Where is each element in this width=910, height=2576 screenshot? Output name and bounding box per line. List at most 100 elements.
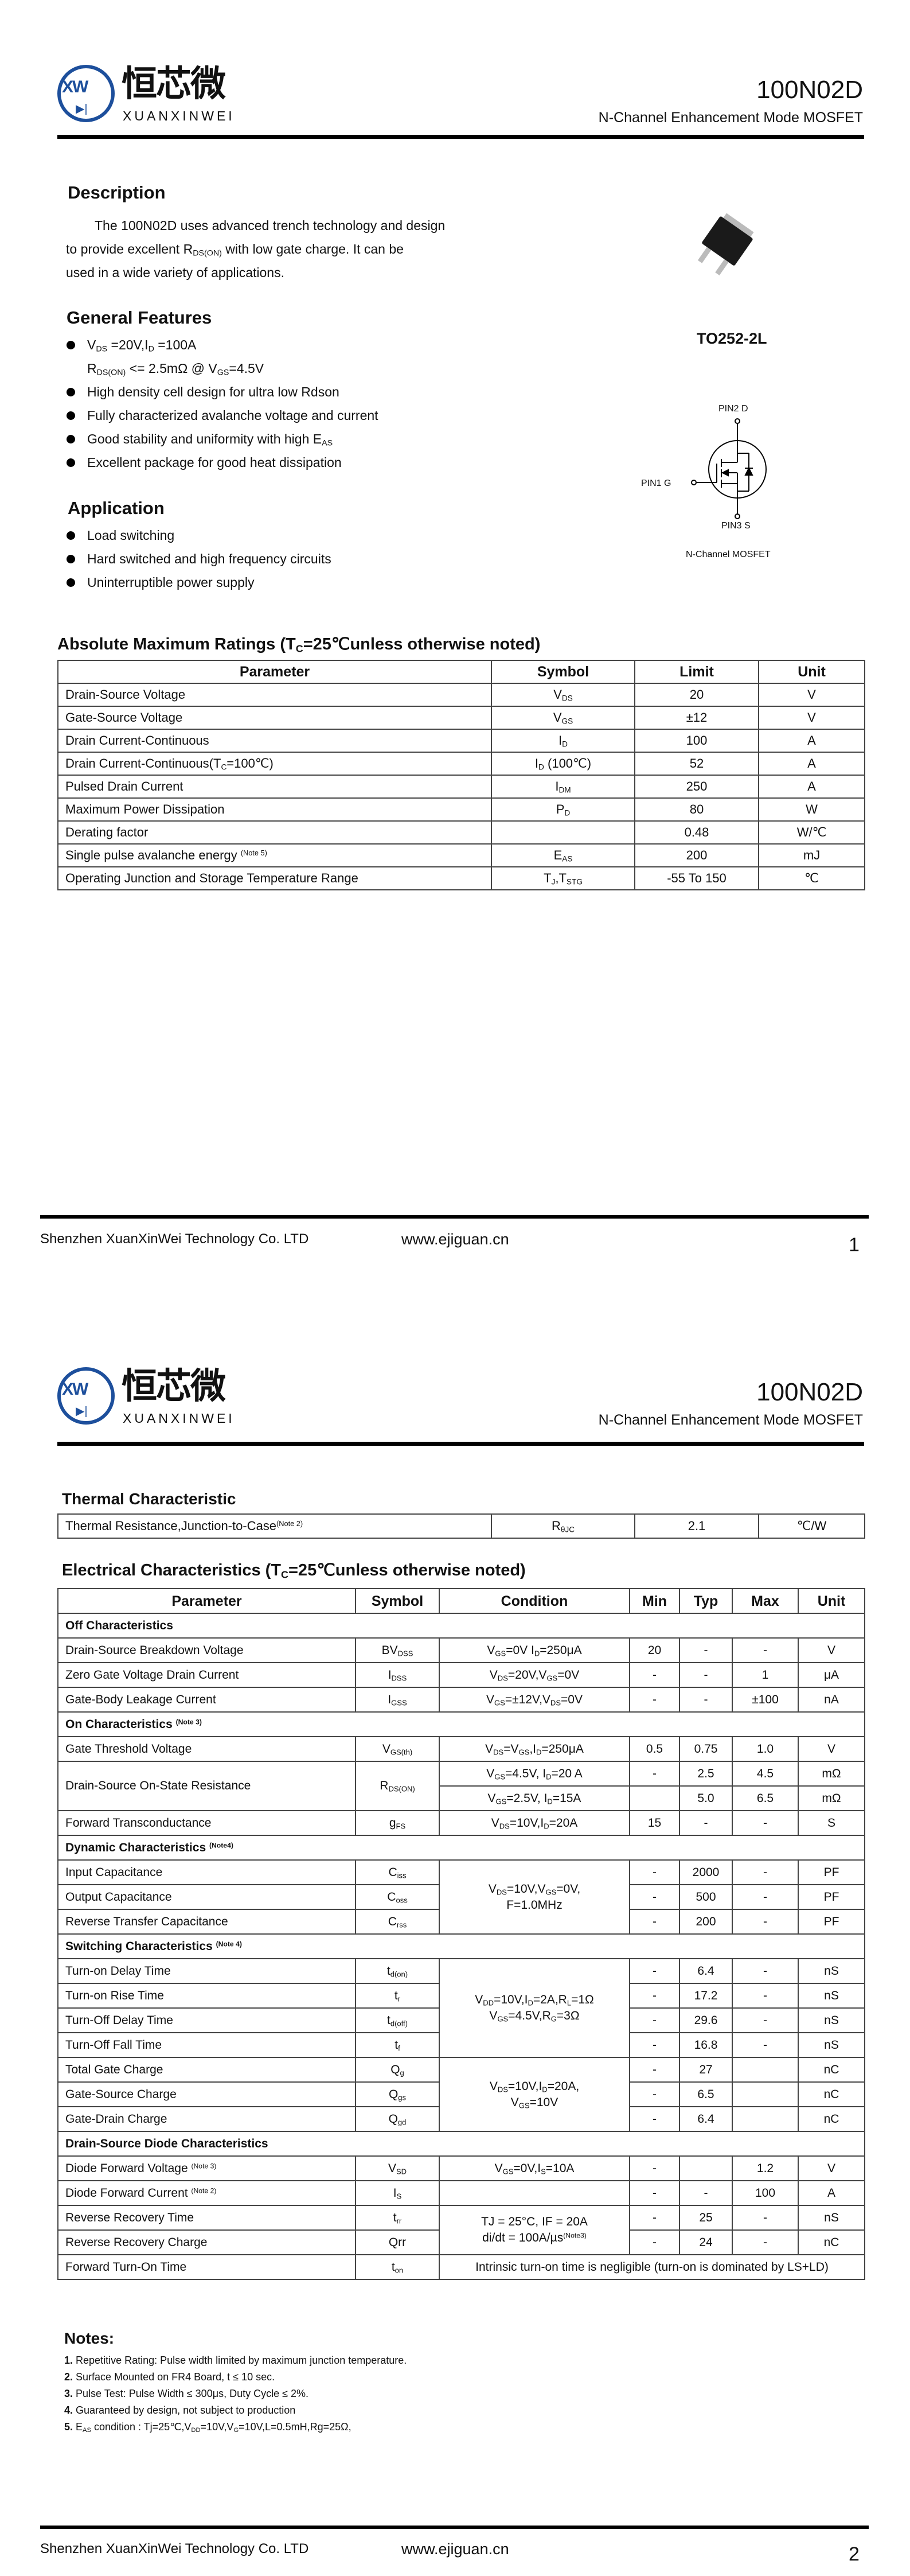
subscript: gs: [398, 2092, 407, 2102]
parameter-cell: Output Capacitance: [57, 1884, 356, 1910]
unit-cell: S: [798, 1810, 865, 1836]
subscript: DS: [499, 1821, 510, 1830]
min-cell: -: [629, 1687, 680, 1713]
symbol-cell: ID: [491, 729, 635, 753]
symbol-cell: Ciss: [355, 1859, 440, 1885]
symbol-cell: VDS: [491, 683, 635, 707]
max-cell: 1.2: [732, 2155, 799, 2181]
symbol-cell: td(on): [355, 1958, 440, 1984]
typ-cell: -: [679, 1637, 733, 1663]
section-label: On Characteristics (Note 3): [57, 1711, 865, 1737]
part-subtitle: N-Channel Enhancement Mode MOSFET: [598, 110, 863, 126]
subscript: d(off): [390, 2018, 408, 2028]
column-header-parameter: Parameter: [57, 660, 492, 684]
limit-cell: 0.48: [634, 820, 759, 845]
max-cell: [732, 2057, 799, 2083]
max-cell: [732, 2081, 799, 2107]
unit-cell: nA: [798, 1687, 865, 1713]
subscript: DD: [483, 1998, 494, 2007]
feature-text: High density cell design for ultra low R…: [87, 384, 339, 399]
features-heading: General Features: [67, 308, 212, 328]
footer-website[interactable]: www.ejiguan.cn: [401, 1231, 509, 1248]
table-row: Maximum Power Dissipation PD 80 W: [57, 797, 865, 822]
note-number: 4.: [64, 2404, 73, 2416]
limit-cell: 2.1: [634, 1513, 759, 1539]
features-list: VDS =20V,ID =100A RDS(ON) <= 2.5mΩ @ VGS…: [67, 333, 502, 474]
application-text: Hard switched and high frequency circuit…: [87, 551, 331, 566]
parameter-cell: Gate Threshold Voltage: [57, 1736, 356, 1762]
table-row: Pulsed Drain Current IDM 250 A: [57, 775, 865, 799]
symbol-cell: trr: [355, 2205, 440, 2231]
column-header-unit: Unit: [798, 1588, 865, 1614]
subscript: GS: [494, 1772, 506, 1781]
subscript: D: [148, 344, 154, 354]
symbol-cell: RDS(ON): [355, 1761, 440, 1811]
feature-text: Good stability and uniformity with high …: [87, 431, 333, 448]
subscript: GS: [518, 1747, 530, 1756]
unit-cell: nS: [798, 2032, 865, 2058]
max-cell: -: [732, 1637, 799, 1663]
unit-cell: V: [798, 1637, 865, 1663]
parameter-cell: Turn-Off Delay Time: [57, 2007, 356, 2033]
header-rule: [57, 1442, 864, 1446]
max-cell: -: [732, 2229, 799, 2255]
parameter-cell: Drain Current-Continuous: [57, 729, 492, 753]
unit-cell: PF: [798, 1884, 865, 1910]
max-cell: -: [732, 2205, 799, 2231]
symbol-cell: Qgd: [355, 2106, 440, 2132]
company-logo: XW ▶| 恒芯微 XUANXINWEI: [57, 64, 252, 127]
application-text: Uninterruptible power supply: [87, 575, 255, 590]
condition-cell: VGS=4.5V, ID=20 A: [439, 1761, 630, 1787]
unit-cell: μA: [798, 1662, 865, 1688]
condition-cell: VGS=±12V,VDS=0V: [439, 1687, 630, 1713]
table-row: Diode Forward Voltage (Note 3) VSD VGS=0V,…: [57, 2155, 865, 2181]
logo-diode-icon: ▶|: [76, 1405, 88, 1418]
min-cell: -: [629, 1909, 680, 1935]
parameter-cell: Total Gate Charge: [57, 2057, 356, 2083]
description-heading: Description: [68, 182, 166, 203]
symbol-cell: RθJC: [491, 1513, 635, 1539]
parameter-cell: Maximum Power Dissipation: [57, 797, 492, 822]
unit-cell: nS: [798, 2007, 865, 2033]
table-row: Operating Junction and Storage Temperatu…: [57, 866, 865, 890]
thermal-table: Thermal Resistance,Junction-to-Case(Note…: [57, 1513, 865, 1539]
max-cell: 100: [732, 2180, 799, 2206]
symbol-cell: Qrr: [355, 2229, 440, 2255]
parameter-cell: Turn-Off Fall Time: [57, 2032, 356, 2058]
parameter-cell: Diode Forward Voltage (Note 3): [57, 2155, 356, 2181]
typ-cell: 2000: [679, 1859, 733, 1885]
table-row: Gate-Body Leakage Current IGSS VGS=±12V,VD…: [57, 1687, 865, 1713]
logo-chinese-name: 恒芯微: [122, 63, 226, 104]
subscript: gd: [397, 2117, 407, 2126]
symbol-cell: td(off): [355, 2007, 440, 2033]
subscript: DS(ON): [96, 368, 126, 378]
logo-diode-icon: ▶|: [76, 103, 88, 115]
parameter-cell: Reverse Transfer Capacitance: [57, 1909, 356, 1935]
symbol-cell: EAS: [491, 843, 635, 867]
application-list: Load switching Hard switched and high fr…: [67, 524, 502, 594]
subscript: STG: [566, 877, 583, 886]
subscript: DS: [497, 1673, 508, 1682]
footer-website[interactable]: www.ejiguan.cn: [401, 2540, 509, 2558]
pin-drain-label: PIN2 D: [718, 404, 748, 414]
symbol-cell: gFS: [355, 1810, 440, 1836]
superscript: (Note 3): [191, 2161, 217, 2170]
parameter-cell: Drain-Source On-State Resistance: [57, 1761, 356, 1811]
column-header-symbol: Symbol: [355, 1588, 440, 1614]
column-header-unit: Unit: [758, 660, 865, 684]
subscript: GS: [561, 717, 573, 726]
application-item: Uninterruptible power supply: [67, 571, 502, 594]
abs-max-table: Parameter Symbol Limit Unit Drain-Source Vo…: [57, 660, 865, 890]
subscript: GS: [502, 2166, 514, 2176]
subscript: G: [233, 2426, 239, 2434]
table-row: Drain Current-Continuous ID 100 A: [57, 729, 865, 753]
table-row: Gate-Drain Charge Qgd -6.4 nC: [57, 2106, 865, 2132]
feature-text: VDS =20V,ID =100A: [87, 337, 197, 354]
table-row: VGS=2.5V, ID=15A 5.0 6.5 mΩ: [58, 1785, 865, 1811]
symbol-cell: Crss: [355, 1909, 440, 1935]
logo-abbr: XW: [62, 1380, 88, 1399]
subscript: GS: [546, 1673, 558, 1682]
superscript: (Note4): [209, 1840, 233, 1849]
condition-cell: VDS=10V,ID=20A, VGS=10V: [439, 2057, 630, 2132]
parameter-cell: Zero Gate Voltage Drain Current: [57, 1662, 356, 1688]
